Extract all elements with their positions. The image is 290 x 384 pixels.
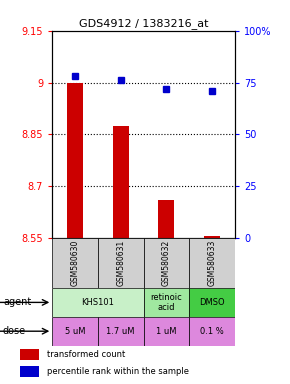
Bar [20, 349, 39, 360]
Bar [98, 238, 144, 288]
Bar [52, 288, 144, 317]
Bar [189, 317, 235, 346]
Text: agent: agent [3, 297, 31, 308]
Text: GSM580631: GSM580631 [116, 240, 125, 286]
Bar [158, 200, 174, 238]
Bar [189, 288, 235, 317]
Bar [189, 238, 235, 288]
Bar [98, 317, 144, 346]
Text: retinoic
acid: retinoic acid [151, 293, 182, 312]
Text: KHS101: KHS101 [81, 298, 114, 307]
Text: GSM580630: GSM580630 [70, 240, 79, 286]
Text: transformed count: transformed count [46, 350, 125, 359]
Bar [52, 317, 98, 346]
Bar [144, 317, 189, 346]
Text: DMSO: DMSO [199, 298, 225, 307]
Title: GDS4912 / 1383216_at: GDS4912 / 1383216_at [79, 18, 208, 30]
Text: 5 uM: 5 uM [65, 327, 85, 336]
Text: GSM580632: GSM580632 [162, 240, 171, 286]
Bar [20, 366, 39, 377]
Text: 0.1 %: 0.1 % [200, 327, 224, 336]
Bar [52, 238, 98, 288]
Text: dose: dose [3, 326, 26, 336]
Text: 1 uM: 1 uM [156, 327, 177, 336]
Text: percentile rank within the sample: percentile rank within the sample [46, 367, 188, 376]
Bar [144, 288, 189, 317]
Bar [113, 126, 129, 238]
Bar [67, 83, 83, 238]
Bar [204, 236, 220, 238]
Bar [144, 238, 189, 288]
Text: 1.7 uM: 1.7 uM [106, 327, 135, 336]
Text: GSM580633: GSM580633 [208, 240, 217, 286]
